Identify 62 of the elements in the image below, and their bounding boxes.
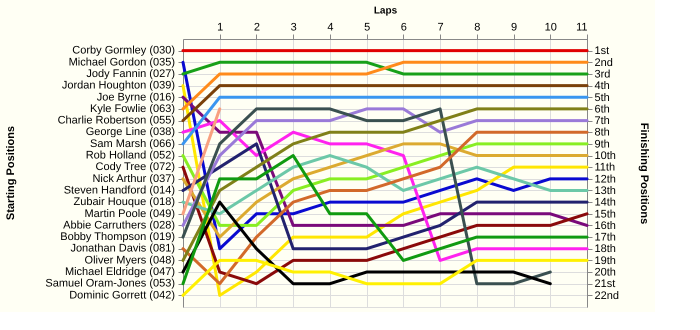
- series-label: Jody Fannin (027): [86, 68, 175, 80]
- text: Starting Positions: [5, 126, 17, 220]
- x-tick-label: 2: [254, 22, 260, 34]
- y2-tick-label: 21st: [594, 278, 616, 290]
- series-label: Michael Gordon (035): [68, 56, 175, 68]
- y2-tick-label: 3rd: [594, 68, 610, 80]
- series-label: Abbie Carruthers (028): [63, 219, 175, 232]
- series-label: Bobby Thompson (019): [60, 231, 175, 244]
- y2-tick-label: 11th: [594, 162, 616, 174]
- y2-tick-label: 4th: [594, 80, 610, 92]
- y2-tick-label: 5th: [594, 92, 610, 104]
- x-tick-label: 11: [576, 22, 588, 34]
- series-label: Jonathan Davis (081): [70, 242, 175, 255]
- series-label: Corby Gormley (030): [72, 44, 175, 57]
- y2-tick-label: 22nd: [594, 290, 619, 302]
- x-tick-label: 10: [544, 22, 557, 34]
- series-label: Martin Poole (049): [84, 208, 175, 220]
- series-label: Joe Byrne (016): [96, 91, 175, 104]
- series-label: Oliver Myers (048): [84, 254, 175, 266]
- series-label: Zubair Houque (018): [73, 196, 175, 208]
- x-tick-label: 7: [438, 22, 444, 34]
- y2-tick-label: 19th: [594, 254, 616, 267]
- line-series: [182, 154, 588, 216]
- y2-tick-label: 6th: [594, 103, 610, 116]
- x-tick-label: 9: [510, 22, 518, 34]
- series-label: Rob Holland (052): [86, 150, 175, 162]
- y2-tick-label: 10th: [594, 150, 616, 162]
- y2-tick-label: 1st: [594, 45, 610, 58]
- x-tick-label: 4: [327, 22, 334, 34]
- x-tick-label: 3: [290, 22, 297, 34]
- line-series: [182, 200, 552, 286]
- y2-tick-label: 8th: [594, 126, 610, 139]
- y2-tick-label: 15th: [594, 208, 616, 220]
- x-tick-label: 8: [474, 22, 480, 34]
- y2-tick-label: 16th: [594, 220, 616, 232]
- series-label: Nick Arthur (037): [92, 172, 175, 185]
- series-label: Dominic Gorrett (042): [69, 289, 175, 302]
- series-label: Sam Marsh (066): [90, 138, 175, 150]
- series-label: Steven Handford (014): [64, 184, 175, 196]
- x-tick-label: 1: [217, 22, 224, 34]
- y2-tick-label: 13th: [594, 184, 616, 197]
- y2-tick-label: 2nd: [594, 56, 613, 69]
- x-tick-label: 6: [400, 22, 407, 34]
- y2-tick-label: 7th: [594, 115, 610, 128]
- line-series: [182, 130, 588, 286]
- y2-tick-label: 20th: [594, 266, 616, 279]
- series-label: Jordan Houghton (039): [62, 80, 175, 92]
- line-series: [182, 107, 552, 286]
- y2-tick-label: 9th: [594, 138, 610, 150]
- y2-tick-label: 12th: [594, 173, 616, 186]
- x-axis-title: Laps: [374, 6, 398, 16]
- series-label: Cody Tree (072): [96, 161, 175, 174]
- y2-axis-title: Finishing Positions: [638, 122, 650, 224]
- series-label: Kyle Fowlie (063): [90, 102, 175, 115]
- series-label: George Line (038): [86, 126, 175, 138]
- x-tick-label: 5: [364, 22, 370, 34]
- series-label: Samuel Oram-Jones (053): [45, 278, 175, 290]
- series-label: Michael Eldridge (047): [64, 266, 175, 278]
- series-label: Charlie Robertson (055): [58, 114, 175, 127]
- y2-tick-label: 17th: [594, 232, 616, 244]
- y2-tick-label: 14th: [594, 196, 616, 209]
- y2-tick-label: 18th: [594, 243, 616, 256]
